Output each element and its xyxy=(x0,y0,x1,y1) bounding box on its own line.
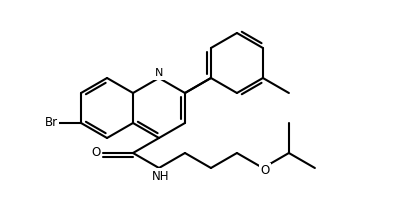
Text: NH: NH xyxy=(152,170,170,182)
Text: Br: Br xyxy=(45,117,58,129)
Text: O: O xyxy=(260,165,269,178)
Text: N: N xyxy=(155,68,163,78)
Text: O: O xyxy=(92,147,101,159)
